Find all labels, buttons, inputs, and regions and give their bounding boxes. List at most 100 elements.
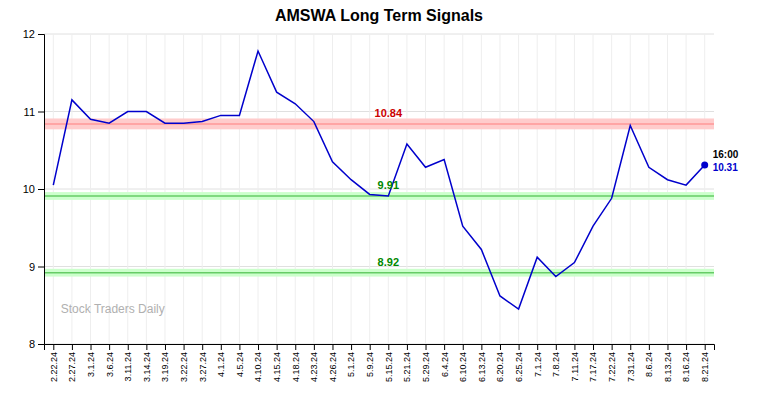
y-tick-mark	[38, 267, 44, 268]
reference-line	[44, 123, 714, 125]
x-axis: 2.22.242.27.243.1.243.6.243.11.243.14.24…	[45, 344, 715, 382]
watermark: Stock Traders Daily	[61, 302, 165, 316]
x-tick-label: 4.23.24	[309, 352, 319, 382]
y-tick: 8	[29, 338, 44, 350]
reference-line	[44, 272, 714, 274]
x-tick: 4.5.24	[235, 344, 245, 377]
x-tick-mark	[593, 344, 594, 350]
x-tick-label: 4.5.24	[235, 352, 245, 377]
x-tick-mark	[500, 344, 501, 350]
y-tick-label: 11	[24, 106, 35, 118]
grid-line-x	[444, 34, 445, 344]
x-tick-mark	[109, 344, 110, 350]
grid-line-x	[90, 34, 91, 344]
x-tick: 5.9.24	[365, 344, 375, 377]
x-tick: 3.27.24	[198, 344, 208, 382]
x-tick: 6.13.24	[477, 344, 487, 382]
grid-line-x	[53, 34, 54, 344]
x-tick-mark	[295, 344, 296, 350]
grid-line-x	[406, 34, 407, 344]
x-tick-label: 4.10.24	[253, 352, 263, 382]
x-tick-mark	[72, 344, 73, 350]
grid-line-x	[518, 34, 519, 344]
x-tick: 6.10.24	[458, 344, 468, 382]
x-tick-mark	[463, 344, 464, 350]
x-tick-mark	[239, 344, 240, 350]
y-tick: 11	[24, 106, 44, 118]
x-tick-label: 3.1.24	[86, 352, 96, 377]
y-tick-label: 10	[23, 183, 35, 195]
y-axis: 89101112	[23, 28, 45, 350]
x-tick-label: 6.20.24	[495, 352, 505, 382]
x-tick-label: 5.29.24	[421, 352, 431, 382]
reference-label: 10.84	[375, 107, 403, 119]
x-tick-label: 6.13.24	[477, 352, 487, 382]
end-point	[701, 161, 708, 168]
x-tick-label: 6.4.24	[440, 352, 450, 377]
x-tick-label: 3.6.24	[105, 352, 115, 377]
x-tick-mark	[537, 344, 538, 350]
x-tick-mark	[556, 344, 557, 350]
x-tick-label: 8.13.24	[663, 352, 673, 382]
title: AMSWA Long Term Signals	[275, 7, 483, 24]
x-tick: 5.21.24	[402, 344, 412, 382]
grid-line-x	[351, 34, 352, 344]
x-tick: 7.8.24	[551, 344, 561, 377]
x-tick-mark	[574, 344, 575, 350]
x-tick-label: 7.1.24	[533, 352, 543, 377]
grid-line-x	[202, 34, 203, 344]
x-tick: 4.10.24	[253, 344, 263, 382]
x-tick: 6.20.24	[495, 344, 505, 382]
grid-line-x	[686, 34, 687, 344]
chart-container: Stock Traders Daily10.849.918.9216:0010.…	[0, 0, 784, 398]
marks	[44, 51, 714, 309]
x-tick-mark	[165, 344, 166, 350]
grid-line-x	[648, 34, 649, 344]
x-tick-mark	[277, 344, 278, 350]
x-tick-mark	[649, 344, 650, 350]
x-tick: 3.1.24	[86, 344, 96, 377]
x-tick-mark	[407, 344, 408, 350]
x-tick-label: 3.19.24	[160, 352, 170, 382]
x-tick: 8.16.24	[681, 344, 691, 382]
reference-label: 9.91	[378, 179, 399, 191]
y-tick-mark	[38, 344, 44, 345]
plot-area: Stock Traders Daily10.849.918.9216:0010.…	[23, 28, 739, 382]
x-tick-label: 5.1.24	[346, 352, 356, 377]
y-tick: 9	[29, 261, 44, 273]
x-tick: 4.15.24	[272, 344, 282, 382]
grid-line-x	[183, 34, 184, 344]
x-tick-label: 4.26.24	[328, 352, 338, 382]
x-tick-label: 7.31.24	[626, 352, 636, 382]
x-tick: 5.29.24	[421, 344, 431, 382]
x-tick: 2.22.24	[49, 344, 59, 382]
x-tick-label: 3.14.24	[142, 352, 152, 382]
x-tick-mark	[426, 344, 427, 350]
x-tick-label: 4.15.24	[272, 352, 282, 382]
x-tick-mark	[53, 344, 54, 350]
x-tick: 7.1.24	[533, 344, 543, 377]
x-tick: 4.23.24	[309, 344, 319, 382]
x-tick-mark	[481, 344, 482, 350]
x-tick-mark	[612, 344, 613, 350]
x-tick-label: 4.18.24	[291, 352, 301, 382]
grid-line-x	[630, 34, 631, 344]
x-tick-mark	[184, 344, 185, 350]
x-tick-mark	[258, 344, 259, 350]
grid-line-x	[481, 34, 482, 344]
x-tick-mark	[370, 344, 371, 350]
x-tick-mark	[686, 344, 687, 350]
grid-line-x	[574, 34, 575, 344]
grid-line-x	[258, 34, 259, 344]
y-axis-line	[38, 35, 45, 345]
x-tick: 5.1.24	[346, 344, 356, 377]
grid-line-x	[667, 34, 668, 344]
x-tick-mark	[444, 344, 445, 350]
grid-line-x	[499, 34, 500, 344]
x-tick-mark	[314, 344, 315, 350]
x-tick: 6.4.24	[440, 344, 450, 377]
x-tick-mark	[519, 344, 520, 350]
x-tick-mark	[332, 344, 333, 350]
x-axis-line	[45, 345, 715, 351]
x-tick: 4.1.24	[216, 344, 226, 377]
